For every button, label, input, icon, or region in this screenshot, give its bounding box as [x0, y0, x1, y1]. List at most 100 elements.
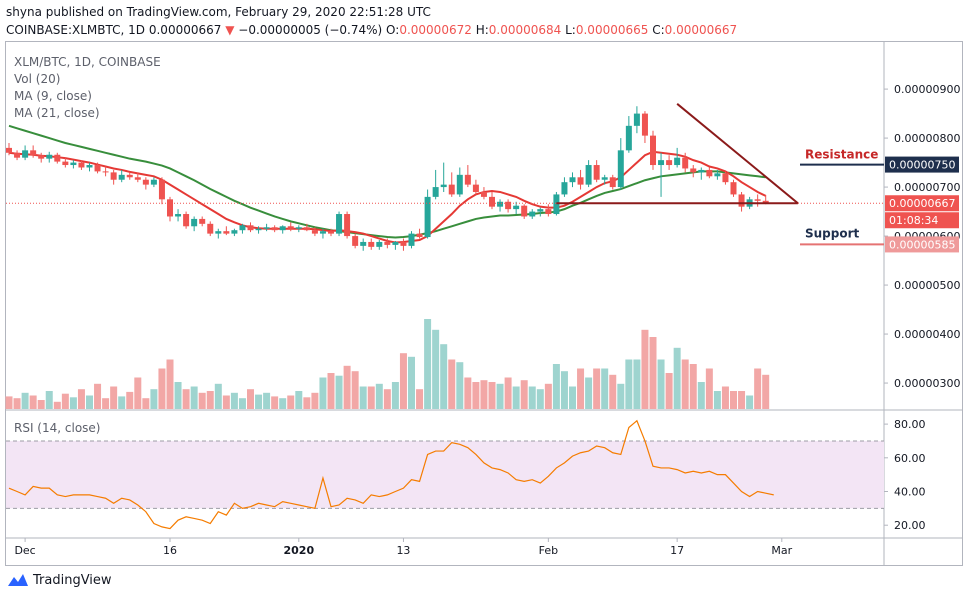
- low-value: 0.00000665: [575, 23, 649, 37]
- volume-bar: [544, 383, 552, 409]
- high-label: H:: [475, 23, 489, 37]
- candle-body: [698, 169, 705, 173]
- volume-bar: [367, 386, 375, 409]
- volume-bar: [520, 380, 528, 409]
- legend-title: XLM/BTC, 1D, COINBASE: [14, 55, 161, 69]
- open-label: O:: [386, 23, 400, 37]
- descending-trendline: [676, 103, 799, 205]
- volume-bar: [5, 396, 13, 409]
- countdown-box: [885, 212, 959, 229]
- rsi-tick-label: 60.00: [894, 452, 926, 465]
- price-tick-label: 0.00000800: [894, 132, 960, 145]
- publish-line: shyna published on TradingView.com, Febr…: [6, 5, 431, 19]
- footer-brand[interactable]: TradingView: [33, 572, 112, 588]
- volume-bar: [673, 347, 681, 409]
- legend-vol[interactable]: Vol (20): [14, 72, 61, 86]
- tradingview-logo-icon: [8, 574, 28, 586]
- volume-bar: [713, 391, 721, 409]
- candle-body: [303, 227, 310, 231]
- candle-body: [279, 226, 286, 231]
- support-label: Support: [805, 226, 860, 240]
- rsi-line: [8, 419, 774, 530]
- volume-bar: [53, 401, 61, 409]
- candle-body: [191, 218, 198, 227]
- time-tick-label: 2020: [283, 544, 314, 557]
- candle-body: [682, 157, 689, 169]
- resistance-label: Resistance: [805, 148, 878, 162]
- candle-body: [22, 150, 29, 158]
- volume-bar: [625, 359, 633, 409]
- candle-body: [521, 205, 528, 217]
- support-price-text: 0.00000585: [889, 238, 955, 251]
- volume-bar: [102, 398, 110, 409]
- candle-body: [730, 182, 737, 195]
- candle-body: [609, 177, 616, 188]
- volume-bar: [383, 389, 391, 409]
- volume-bar: [263, 392, 271, 409]
- close-label: C:: [652, 23, 665, 37]
- resistance-price-text: 0.00000750: [889, 159, 955, 172]
- candle-body: [392, 241, 399, 245]
- candle-body: [287, 226, 294, 229]
- volume-bar: [721, 386, 729, 409]
- volume-bar: [279, 398, 287, 409]
- countdown-text: 01:08:34: [889, 214, 938, 227]
- candle-body: [714, 173, 721, 177]
- volume-bar: [86, 395, 93, 409]
- volume-bar: [230, 392, 238, 409]
- volume-bar: [601, 368, 609, 409]
- legend-ma9[interactable]: MA (9, close): [14, 89, 92, 103]
- candle-body: [126, 174, 133, 178]
- price-tick-label: 0.00000500: [894, 279, 960, 292]
- candle-body: [625, 125, 632, 151]
- volume-bar: [311, 392, 319, 409]
- volume-bar: [255, 394, 263, 409]
- time-tick-label: 13: [396, 544, 410, 557]
- candle-body: [311, 230, 318, 234]
- candle-body: [545, 209, 552, 215]
- volume-bar: [657, 359, 665, 409]
- volume-bar: [609, 374, 617, 409]
- candle-body: [480, 191, 487, 197]
- volume-bar: [577, 368, 585, 409]
- volume-bar: [335, 375, 343, 409]
- candle-body: [134, 177, 141, 180]
- chart-legend: XLM/BTC, 1D, COINBASE Vol (20) MA (9, cl…: [14, 54, 161, 122]
- candle-body: [376, 241, 383, 247]
- volume-bar: [190, 386, 198, 409]
- candle-body: [118, 174, 125, 180]
- candle-body: [529, 211, 536, 217]
- candle-body: [231, 230, 238, 234]
- candle-body: [666, 160, 673, 166]
- candle-body: [360, 241, 367, 246]
- candle-body: [30, 150, 37, 156]
- candle-body: [239, 225, 246, 231]
- volume-bar: [649, 337, 657, 409]
- volume-bar: [408, 356, 415, 409]
- last-price-value: 0.00000667: [148, 23, 222, 37]
- volume-bar: [319, 377, 327, 409]
- symbol-label: COINBASE:XLMBTC, 1D: [6, 23, 146, 37]
- rsi-tick-label: 80.00: [894, 418, 926, 431]
- ma21-line: [8, 124, 766, 239]
- price-tick-label: 0.00000900: [894, 83, 960, 96]
- volume-bar: [303, 397, 311, 409]
- time-tick-label: Dec: [14, 544, 35, 557]
- volume-bar: [560, 371, 568, 409]
- volume-bar: [585, 377, 593, 409]
- volume-bar: [45, 391, 53, 409]
- candle-body: [271, 227, 278, 231]
- candle-body: [247, 225, 254, 231]
- candle-body: [617, 150, 624, 188]
- rsi-legend: RSI (14, close): [14, 421, 100, 435]
- volume-bar: [222, 395, 230, 409]
- volume-bar: [512, 386, 520, 409]
- candle-body: [207, 223, 214, 234]
- rsi-tick-label: 20.00: [894, 519, 926, 532]
- candle-body: [513, 205, 520, 210]
- candle-body: [328, 231, 334, 234]
- candle-body: [70, 162, 77, 166]
- candle-body: [738, 194, 745, 207]
- legend-ma21[interactable]: MA (21, close): [14, 106, 100, 120]
